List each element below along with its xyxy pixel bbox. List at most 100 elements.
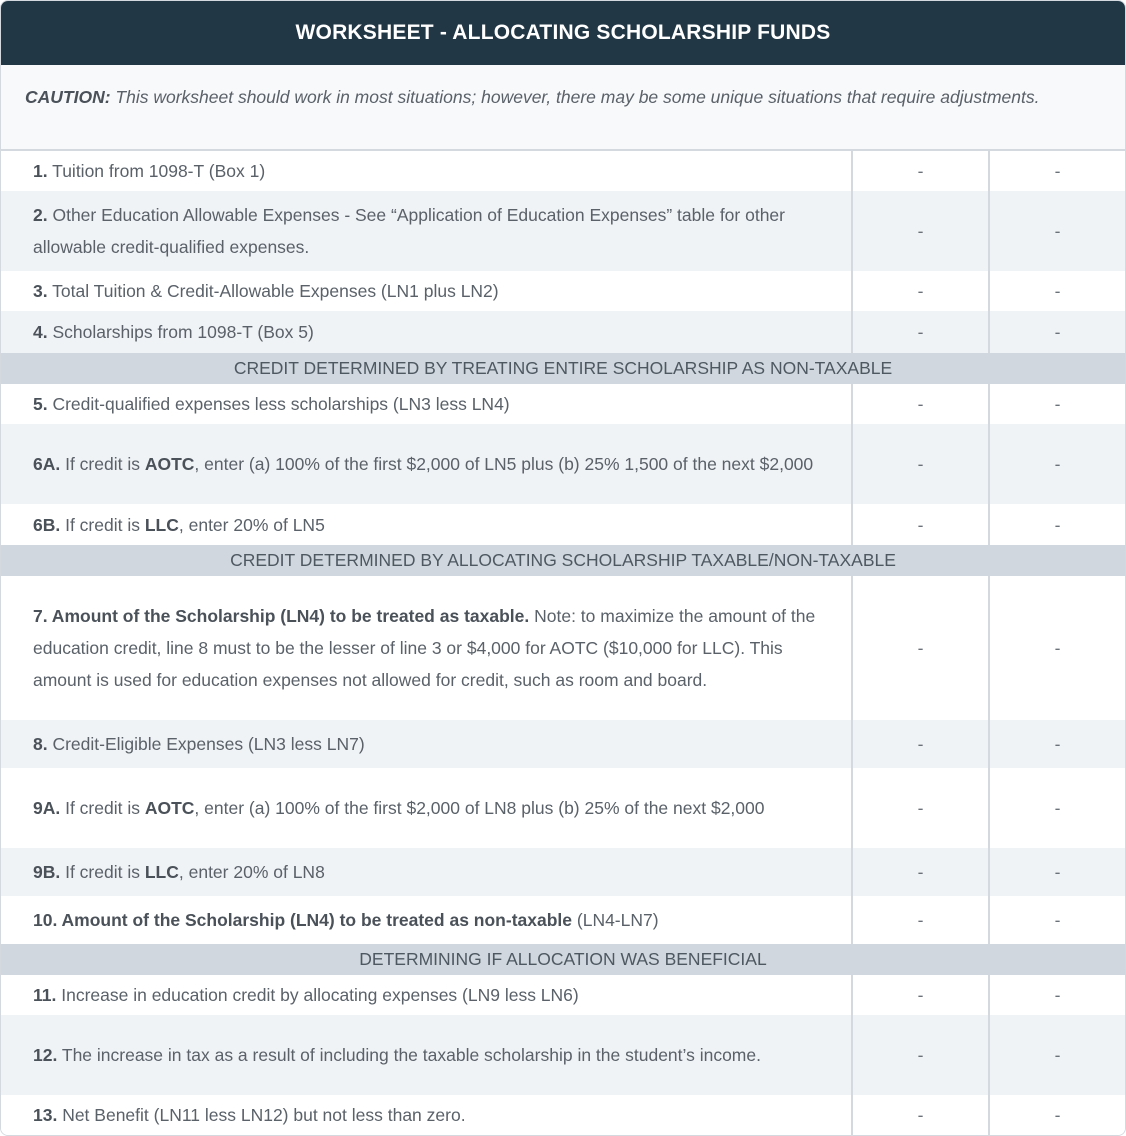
line-label-text: , enter 20% of LN5 [178, 514, 325, 535]
line-value-col-2: - [988, 271, 1125, 311]
worksheet-line: 13. Net Benefit (LN11 less LN12) but not… [1, 1095, 1125, 1135]
line-label-text: , enter (a) 100% of the first $2,000 of … [194, 798, 765, 818]
line-value-col-2: - [988, 720, 1125, 768]
line-value-col-1: - [851, 848, 989, 896]
worksheet-line: 12. The increase in tax as a result of i… [1, 1015, 1125, 1095]
section-title: DETERMINING IF ALLOCATION WAS BENEFICIAL [1, 944, 1125, 975]
line-label-bold: 5. [33, 394, 48, 414]
caution-text: This worksheet should work in most situa… [110, 87, 1040, 107]
line-label-text: The increase in tax as a result of inclu… [57, 1045, 761, 1065]
line-value-col-1: - [851, 191, 989, 271]
line-label-text: Scholarships from 1098-T (Box 5) [47, 322, 314, 342]
line-value-col-2: - [988, 576, 1125, 720]
line-label-bold: 11. [33, 985, 57, 1005]
line-label-bold: 13. [33, 1105, 58, 1125]
worksheet-line: 2. Other Education Allowable Expenses - … [1, 191, 1125, 271]
line-value-col-1: - [851, 768, 989, 848]
line-value-col-1: - [851, 1015, 989, 1095]
line-label-bold: 3. [33, 281, 48, 301]
line-value-col-1: - [851, 384, 989, 424]
line-label-text: Credit-qualified expenses less scholarsh… [47, 394, 510, 414]
section-header: CREDIT DETERMINED BY TREATING ENTIRE SCH… [1, 353, 1125, 384]
line-label-bold: AOTC [144, 454, 195, 474]
section-title: CREDIT DETERMINED BY TREATING ENTIRE SCH… [1, 353, 1125, 384]
line-label-bold: 8. [33, 734, 48, 754]
line-value-col-2: - [988, 424, 1125, 504]
line-value-col-2: - [988, 975, 1125, 1015]
caution-note: CAUTION: This worksheet should work in m… [1, 65, 1125, 151]
line-value-col-2: - [988, 1015, 1125, 1095]
line-label-bold: LLC [144, 862, 179, 882]
line-value-col-2: - [988, 896, 1125, 944]
line-label-bold: 7. Amount of the Scholarship (LN4) to be… [33, 606, 530, 626]
worksheet-line: 7. Amount of the Scholarship (LN4) to be… [1, 576, 1125, 720]
section-title: CREDIT DETERMINED BY ALLOCATING SCHOLARS… [1, 545, 1125, 576]
worksheet-line: 11. Increase in education credit by allo… [1, 975, 1125, 1015]
worksheet-table: 1. Tuition from 1098-T (Box 1) - -2. Other… [1, 151, 1125, 1135]
line-description: 7. Amount of the Scholarship (LN4) to be… [1, 576, 852, 720]
line-label-text: Net Benefit (LN11 less LN12) but not les… [57, 1105, 466, 1125]
worksheet-line: 3. Total Tuition & Credit-Allowable Expe… [1, 271, 1125, 311]
line-value-col-2: - [988, 191, 1125, 271]
worksheet-line: 8. Credit-Eligible Expenses (LN3 less LN… [1, 720, 1125, 768]
line-label-text: Credit-Eligible Expenses (LN3 less LN7) [47, 734, 365, 754]
line-description: 8. Credit-Eligible Expenses (LN3 less LN… [1, 720, 852, 768]
line-label-text: Tuition from 1098-T (Box 1) [47, 161, 266, 181]
line-label-bold: 12. [33, 1045, 58, 1065]
line-label-text: Other Education Allowable Expenses - See… [33, 205, 785, 257]
line-value-col-1: - [851, 896, 989, 944]
worksheet-line: 10. Amount of the Scholarship (LN4) to b… [1, 896, 1125, 944]
line-description: 9B. If credit is LLC, enter 20% of LN8 [1, 848, 852, 896]
line-value-col-1: - [851, 720, 989, 768]
worksheet-line: 9A. If credit is AOTC, enter (a) 100% of… [1, 768, 1125, 848]
line-label-bold: AOTC [144, 798, 195, 818]
line-description: 3. Total Tuition & Credit-Allowable Expe… [1, 271, 852, 311]
line-value-col-1: - [851, 504, 989, 545]
line-value-col-1: - [851, 1095, 989, 1135]
line-description: 5. Credit-qualified expenses less schola… [1, 384, 852, 424]
line-label-bold: 2. [33, 205, 48, 225]
line-label-bold: 1. [33, 161, 48, 181]
line-label-text: (LN4-LN7) [572, 910, 659, 930]
line-label-text: , enter (a) 100% of the first $2,000 of … [194, 454, 814, 474]
line-description: 1. Tuition from 1098-T (Box 1) [1, 151, 852, 191]
line-description: 13. Net Benefit (LN11 less LN12) but not… [1, 1095, 852, 1135]
section-header: DETERMINING IF ALLOCATION WAS BENEFICIAL [1, 944, 1125, 975]
line-value-col-2: - [988, 848, 1125, 896]
line-label-text: , enter 20% of LN8 [178, 862, 325, 882]
line-label-bold: 9A. [33, 798, 61, 818]
line-label-text: Total Tuition & Credit-Allowable Expense… [47, 281, 499, 301]
line-value-col-1: - [851, 424, 989, 504]
line-value-col-1: - [851, 975, 989, 1015]
line-value-col-2: - [988, 768, 1125, 848]
line-value-col-1: - [851, 271, 989, 311]
line-label-text: If credit is [60, 514, 145, 535]
line-value-col-1: - [851, 151, 989, 191]
line-value-col-2: - [988, 311, 1125, 353]
worksheet-line: 6B. If credit is LLC, enter 20% of LN5- - [1, 504, 1125, 545]
line-description: 10. Amount of the Scholarship (LN4) to b… [1, 896, 852, 944]
line-description: 9A. If credit is AOTC, enter (a) 100% of… [1, 768, 852, 848]
line-description: 6A. If credit is AOTC, enter (a) 100% of… [1, 424, 852, 504]
line-label-text: Increase in education credit by allocati… [56, 985, 579, 1005]
section-header: CREDIT DETERMINED BY ALLOCATING SCHOLARS… [1, 545, 1125, 576]
line-value-col-2: - [988, 384, 1125, 424]
line-value-col-1: - [851, 311, 989, 353]
worksheet-line: 5. Credit-qualified expenses less schola… [1, 384, 1125, 424]
line-label-bold: 6A. [33, 454, 61, 474]
line-description: 4. Scholarships from 1098-T (Box 5) [1, 311, 852, 353]
line-description: 2. Other Education Allowable Expenses - … [1, 191, 852, 271]
line-value-col-2: - [988, 504, 1125, 545]
caution-label: CAUTION: [25, 87, 111, 107]
worksheet-line: 6A. If credit is AOTC, enter (a) 100% of… [1, 424, 1125, 504]
line-label-bold: LLC [144, 514, 179, 535]
line-value-col-2: - [988, 151, 1125, 191]
line-value-col-2: - [988, 1095, 1125, 1135]
line-label-bold: 4. [33, 322, 48, 342]
line-description: 12. The increase in tax as a result of i… [1, 1015, 852, 1095]
line-label-text: If credit is [60, 454, 145, 474]
worksheet-title: WORKSHEET - ALLOCATING SCHOLARSHIP FUNDS [1, 1, 1125, 65]
line-value-col-1: - [851, 576, 989, 720]
worksheet-line: 9B. If credit is LLC, enter 20% of LN8- - [1, 848, 1125, 896]
